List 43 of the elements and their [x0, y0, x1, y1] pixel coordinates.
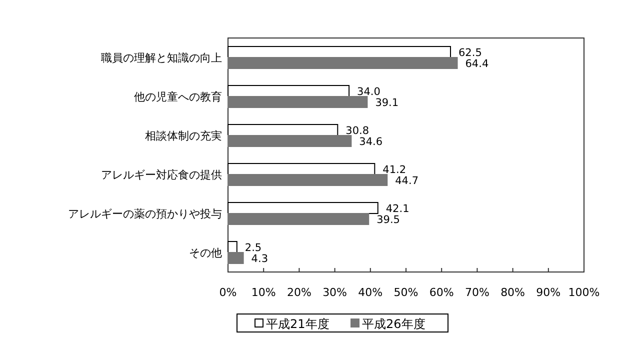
- x-tick-label: 60%: [429, 286, 454, 299]
- data-label: 39.1: [375, 97, 399, 109]
- bar: [228, 96, 368, 108]
- x-tick-label: 20%: [286, 286, 312, 299]
- data-label: 2.5: [244, 242, 262, 254]
- y-tick-label: 他の児童への教育: [134, 90, 222, 104]
- bar: [228, 85, 350, 97]
- data-label: 34.0: [357, 86, 380, 98]
- x-tick-label: 100%: [568, 286, 600, 299]
- legend-label: 平成21年度: [266, 317, 330, 331]
- legend-label: 平成26年度: [362, 317, 426, 331]
- data-label: 41.2: [382, 164, 406, 176]
- x-tick-label: 80%: [500, 286, 526, 299]
- bar: [228, 213, 370, 225]
- data-label: 30.8: [346, 125, 370, 137]
- x-tick-label: 0%: [219, 286, 237, 299]
- data-label: 39.5: [376, 214, 400, 226]
- bar: [228, 241, 238, 253]
- bar: [228, 46, 451, 58]
- data-label: 34.6: [359, 136, 383, 148]
- data-label: 4.3: [251, 253, 268, 265]
- data-label: 64.4: [465, 58, 489, 70]
- bar: [228, 57, 458, 69]
- x-tick-label: 30%: [322, 286, 348, 299]
- bar: [228, 202, 378, 214]
- y-tick-label: アレルギー対応食の提供: [101, 168, 222, 182]
- y-tick-label: 職員の理解と知識の向上: [101, 52, 222, 64]
- y-tick-label: アレルギーの薬の預かりや投与: [68, 208, 222, 220]
- y-tick-label: 相談体制の充実: [145, 130, 222, 142]
- y-tick-label: その他: [189, 246, 222, 260]
- x-tick-label: 70%: [464, 286, 490, 299]
- data-label: 44.7: [395, 175, 419, 187]
- data-label: 62.5: [458, 47, 482, 59]
- data-label: 42.1: [386, 203, 410, 215]
- bar: [228, 135, 352, 147]
- bar: [228, 252, 244, 264]
- x-tick-label: 10%: [251, 286, 276, 299]
- bar: [228, 124, 338, 136]
- x-tick-label: 50%: [394, 286, 418, 299]
- x-tick-label: 90%: [536, 286, 561, 299]
- bar: [228, 174, 388, 186]
- bar: [228, 163, 376, 175]
- x-tick-label: 40%: [358, 286, 383, 299]
